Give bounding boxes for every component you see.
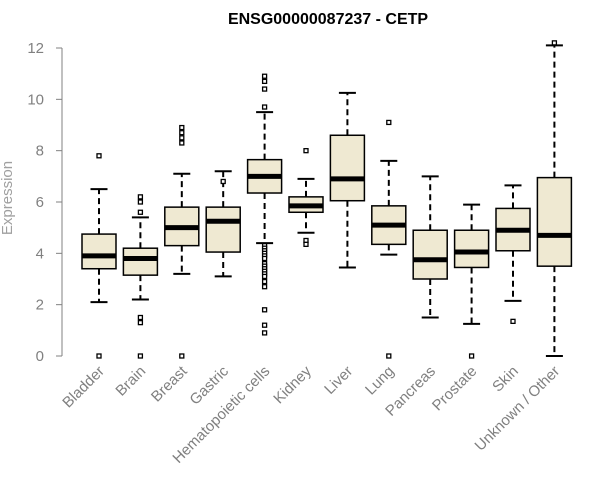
outlier-point — [179, 124, 185, 131]
box-group-pancreas — [412, 175, 448, 319]
x-tick-label-skin: Skin — [489, 363, 522, 396]
outlier-point — [261, 273, 268, 280]
box-group-bladder — [81, 153, 117, 359]
outlier-point — [261, 322, 268, 328]
box-group-gastric — [205, 170, 241, 278]
outlier-point — [261, 307, 268, 313]
outlier-point — [261, 86, 268, 92]
outlier-point — [261, 284, 268, 290]
chart-title: ENSG00000087237 - CETP — [228, 11, 428, 28]
box-unknown-other — [536, 176, 573, 267]
box-group-hematopoietic-cells — [246, 73, 283, 336]
outlier-point — [179, 353, 185, 359]
x-tick-label-prostate: Prostate — [429, 363, 481, 415]
outlier-point — [510, 318, 516, 325]
outlier-point — [137, 194, 144, 200]
box-series — [81, 40, 573, 359]
box-group-breast — [164, 124, 200, 359]
outlier-point — [137, 314, 144, 321]
box-group-skin — [495, 184, 531, 325]
outlier-point — [468, 353, 475, 359]
outlier-point — [303, 241, 309, 248]
x-tick-label-kidney: Kidney — [270, 362, 315, 407]
y-tick-label: 6 — [36, 194, 44, 211]
outlier-point — [179, 130, 185, 136]
box-group-lung — [371, 119, 407, 359]
outlier-point — [261, 255, 268, 262]
x-tick-label-brain: Brain — [112, 363, 149, 400]
y-tick-label: 10 — [27, 91, 44, 108]
box-bladder — [81, 233, 117, 270]
x-tick-label-bladder: Bladder — [59, 363, 108, 412]
outlier-point — [551, 40, 558, 46]
box-prostate — [453, 229, 490, 269]
x-tick-label-breast: Breast — [148, 362, 191, 405]
outlier-point — [261, 104, 268, 110]
outlier-point — [96, 353, 102, 359]
outlier-point — [96, 153, 102, 159]
outlier-point — [386, 119, 392, 126]
box-group-kidney — [288, 148, 324, 248]
box-group-unknown-other — [536, 40, 573, 357]
outlier-point — [137, 199, 144, 205]
box-gastric — [205, 206, 241, 253]
y-tick-label: 2 — [36, 297, 44, 314]
outlier-point — [137, 209, 144, 215]
x-tick-label-lung: Lung — [362, 363, 398, 399]
outlier-point — [220, 178, 226, 185]
y-axis-title: Expression — [0, 161, 16, 235]
outlier-point — [179, 135, 185, 141]
outlier-point — [261, 330, 268, 336]
x-tick-label-liver: Liver — [321, 363, 356, 398]
y-axis: 0 2 4 6 8 10 12 — [27, 40, 63, 365]
y-tick-label: 12 — [27, 40, 44, 57]
outlier-point — [137, 319, 144, 326]
outlier-point — [179, 140, 185, 146]
box-liver — [329, 134, 366, 202]
y-tick-label: 8 — [36, 143, 44, 160]
outlier-point — [261, 73, 268, 79]
box-group-brain — [122, 194, 159, 359]
y-tick-label: 0 — [36, 348, 44, 365]
box-brain — [122, 247, 159, 276]
box-group-prostate — [453, 203, 490, 359]
y-tick-label: 4 — [36, 245, 44, 262]
box-group-liver — [329, 91, 366, 269]
outlier-point — [137, 353, 144, 359]
outlier-point — [261, 278, 268, 285]
outlier-point — [261, 78, 268, 85]
box-pancreas — [412, 229, 448, 280]
outlier-point — [386, 353, 392, 359]
outlier-point — [303, 148, 309, 154]
